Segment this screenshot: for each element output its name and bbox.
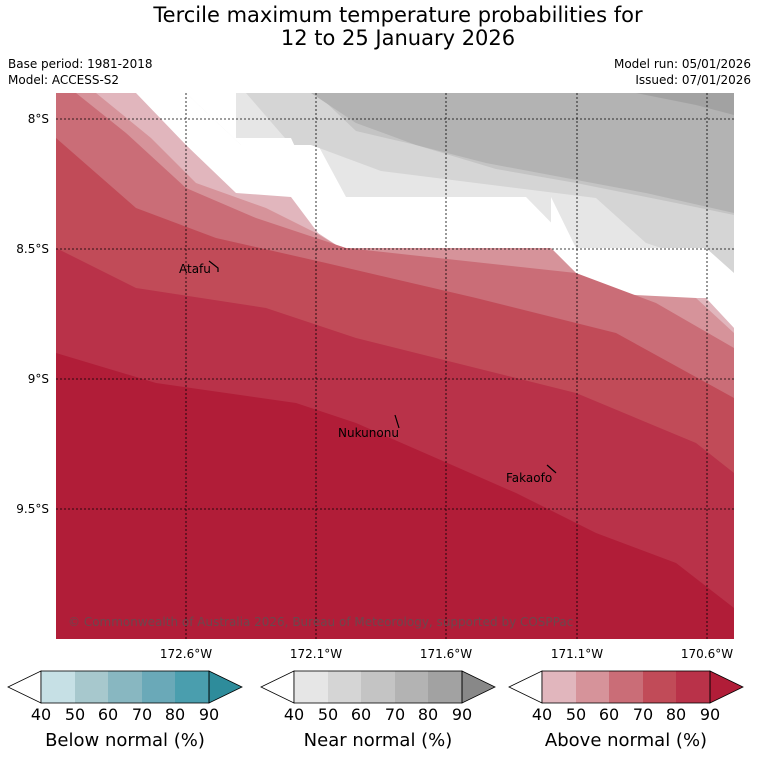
near-tick-90: 90 bbox=[451, 705, 473, 724]
copyright-notice: © Commonwealth of Australia 2026, Bureau… bbox=[68, 615, 573, 629]
above-legend-title: Above normal (%) bbox=[544, 730, 708, 751]
above-swatch-50 bbox=[576, 671, 609, 703]
base-period: Base period: 1981-2018 bbox=[8, 57, 153, 71]
near-swatch-80 bbox=[428, 671, 462, 703]
above-tick-80: 80 bbox=[665, 705, 687, 724]
above-swatch-40 bbox=[542, 671, 576, 703]
above-arrow-min bbox=[508, 670, 543, 704]
above-frame bbox=[541, 670, 711, 704]
above-arrow-max bbox=[709, 670, 744, 704]
below-legend-title: Below normal (%) bbox=[45, 730, 205, 751]
title-line-1: Tercile maximum temperature probabilitie… bbox=[153, 3, 643, 27]
below-frame bbox=[40, 670, 210, 704]
above-swatch-80 bbox=[676, 671, 710, 703]
near-swatch-50 bbox=[328, 671, 361, 703]
above-swatch-60 bbox=[609, 671, 643, 703]
below-swatch-50 bbox=[75, 671, 108, 703]
near-swatch-40 bbox=[294, 671, 328, 703]
above-tick-60: 60 bbox=[598, 705, 620, 724]
near-tick-60: 60 bbox=[350, 705, 372, 724]
above-swatch-70 bbox=[643, 671, 676, 703]
above-tick-90: 90 bbox=[699, 705, 721, 724]
below-tick-40: 40 bbox=[30, 705, 52, 724]
below-swatch-40 bbox=[41, 671, 75, 703]
near-swatch-60 bbox=[361, 671, 395, 703]
near-band-70 bbox=[311, 93, 734, 213]
map-panel: Atafu Nukunonu Fakaofo © Commonwealth of… bbox=[56, 93, 734, 639]
probability-map: Atafu Nukunonu Fakaofo © Commonwealth of… bbox=[56, 93, 734, 639]
nukunonu-label: Nukunonu bbox=[338, 426, 399, 440]
lon-label-172-6w: 172.6°W bbox=[159, 647, 213, 661]
below-tick-60: 60 bbox=[97, 705, 119, 724]
near-arrow-max bbox=[461, 670, 496, 704]
lon-label-171-6w: 171.6°W bbox=[419, 647, 473, 661]
above-band-90 bbox=[56, 353, 734, 639]
fakaofo-island bbox=[546, 464, 557, 474]
below-tick-90: 90 bbox=[198, 705, 220, 724]
above-tick-50: 50 bbox=[565, 705, 587, 724]
below-tick-70: 70 bbox=[131, 705, 153, 724]
above-colorbar bbox=[508, 670, 744, 704]
atafu-label: Atafu bbox=[179, 262, 211, 276]
near-tick-40: 40 bbox=[283, 705, 305, 724]
near-arrow-min bbox=[260, 670, 295, 704]
title-line-2: 12 to 25 January 2026 bbox=[280, 26, 516, 50]
meta-left: Base period: 1981-2018 Model: ACCESS-S2 bbox=[8, 56, 153, 88]
fakaofo-label: Fakaofo bbox=[506, 471, 552, 485]
above-tick-70: 70 bbox=[632, 705, 654, 724]
lat-label-8-5s: 8.5°S bbox=[16, 242, 49, 256]
lat-label-9s: 9°S bbox=[27, 372, 49, 386]
below-swatch-70 bbox=[142, 671, 175, 703]
below-arrow-max bbox=[208, 670, 243, 704]
lat-label-8s: 8°S bbox=[27, 112, 49, 126]
below-colorbar bbox=[7, 670, 243, 704]
near-band-80 bbox=[636, 93, 734, 115]
lon-label-171-1w: 171.1°W bbox=[550, 647, 604, 661]
below-arrow-min bbox=[7, 670, 42, 704]
near-frame bbox=[293, 670, 463, 704]
near-swatch-70 bbox=[395, 671, 428, 703]
near-tick-70: 70 bbox=[384, 705, 406, 724]
atafu-island bbox=[208, 260, 219, 272]
below-swatch-80 bbox=[175, 671, 209, 703]
below-tick-80: 80 bbox=[164, 705, 186, 724]
model-name: Model: ACCESS-S2 bbox=[8, 73, 120, 87]
white-gap bbox=[186, 93, 734, 328]
lat-label-9-5s: 9.5°S bbox=[16, 502, 49, 516]
meta-right: Model run: 05/01/2026 Issued: 07/01/2026 bbox=[614, 56, 751, 88]
near-tick-80: 80 bbox=[417, 705, 439, 724]
near-legend-title: Near normal (%) bbox=[303, 730, 453, 751]
lon-label-172-1w: 172.1°W bbox=[289, 647, 343, 661]
nukunonu-island bbox=[394, 414, 400, 429]
below-swatch-60 bbox=[108, 671, 142, 703]
issued-date: Issued: 07/01/2026 bbox=[635, 73, 751, 87]
near-colorbar bbox=[260, 670, 496, 704]
near-tick-50: 50 bbox=[317, 705, 339, 724]
chart-title: Tercile maximum temperature probabilitie… bbox=[0, 4, 758, 50]
model-run: Model run: 05/01/2026 bbox=[613, 57, 751, 71]
above-tick-40: 40 bbox=[531, 705, 553, 724]
below-tick-50: 50 bbox=[64, 705, 86, 724]
lon-label-170-6w: 170.6°W bbox=[680, 647, 734, 661]
colorbars bbox=[7, 670, 744, 704]
